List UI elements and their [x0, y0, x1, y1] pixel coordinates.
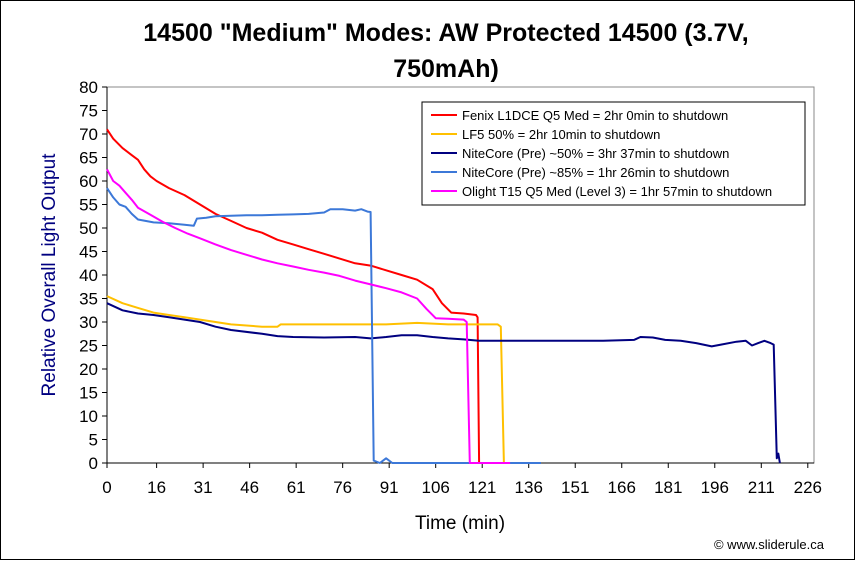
x-tick-label: 31 — [194, 478, 213, 497]
series-group — [106, 128, 781, 464]
x-tick-label: 211 — [748, 478, 775, 497]
series-line-2 — [106, 295, 542, 464]
x-tick-label: 46 — [240, 478, 259, 497]
y-tick-label: 65 — [79, 149, 98, 168]
x-tick-label: 196 — [701, 478, 729, 497]
axes: 0 5 10 15 20 25 30 35 40 45 50 55 60 65 70 75 80 0 16 31 46 6… — [79, 78, 822, 497]
y-tick-label: 50 — [79, 219, 98, 238]
x-tick-label: 121 — [468, 478, 496, 497]
legend-label: LF5 50% = 2hr 10min to shutdown — [462, 127, 660, 142]
x-tick-label: 16 — [147, 478, 166, 497]
chart-title-line2: 750mAh) — [393, 55, 499, 83]
y-tick-label: 45 — [79, 243, 98, 262]
x-tick-label: 106 — [422, 478, 450, 497]
credit-text: © www.sliderule.ca — [714, 537, 825, 552]
x-tick-label: 76 — [333, 478, 352, 497]
series-line-1 — [106, 128, 529, 464]
x-tick-label: 136 — [515, 478, 543, 497]
legend-box — [421, 101, 806, 206]
y-tick-label: 10 — [79, 407, 98, 426]
x-tick-label: 91 — [380, 478, 399, 497]
x-tick-label: 226 — [794, 478, 822, 497]
x-axis-label: Time (min) — [415, 513, 505, 534]
y-tick-label: 15 — [79, 384, 98, 403]
y-tick-label: 5 — [89, 431, 98, 450]
x-tick-label: 166 — [608, 478, 636, 497]
series-line-5 — [106, 168, 511, 464]
y-tick-label: 80 — [79, 78, 98, 97]
y-tick-label: 55 — [79, 196, 98, 215]
y-tick-label: 30 — [79, 313, 98, 332]
y-axis-label: Relative Overall Light Output — [39, 153, 60, 397]
y-tick-label: 60 — [79, 172, 98, 191]
x-tick-label: 181 — [654, 478, 682, 497]
x-tick-label: 0 — [102, 478, 111, 497]
series-line-3 — [106, 302, 781, 464]
legend-label: NiteCore (Pre) ~85% = 1hr 26min to shutd… — [462, 165, 729, 180]
y-tick-label: 0 — [89, 454, 98, 473]
y-tick-label: 75 — [79, 102, 98, 121]
y-tick-label: 35 — [79, 290, 98, 309]
series-line-4 — [106, 187, 542, 464]
y-tick-label: 20 — [79, 360, 98, 379]
y-tick-label: 70 — [79, 125, 98, 144]
legend-label: NiteCore (Pre) ~50% = 3hr 37min to shutd… — [462, 146, 729, 161]
y-tick-label: 25 — [79, 337, 98, 356]
x-tick-label: 61 — [287, 478, 306, 497]
chart-title-line1: 14500 "Medium" Modes: AW Protected 14500… — [143, 19, 748, 47]
legend-label: Olight T15 Q5 Med (Level 3) = 1hr 57min … — [462, 184, 772, 199]
legend-label: Fenix L1DCE Q5 Med = 2hr 0min to shutdow… — [462, 108, 728, 123]
y-tick-label: 40 — [79, 266, 98, 285]
x-tick-label: 151 — [561, 478, 589, 497]
legend: Fenix L1DCE Q5 Med = 2hr 0min to shutdow… — [421, 101, 806, 206]
